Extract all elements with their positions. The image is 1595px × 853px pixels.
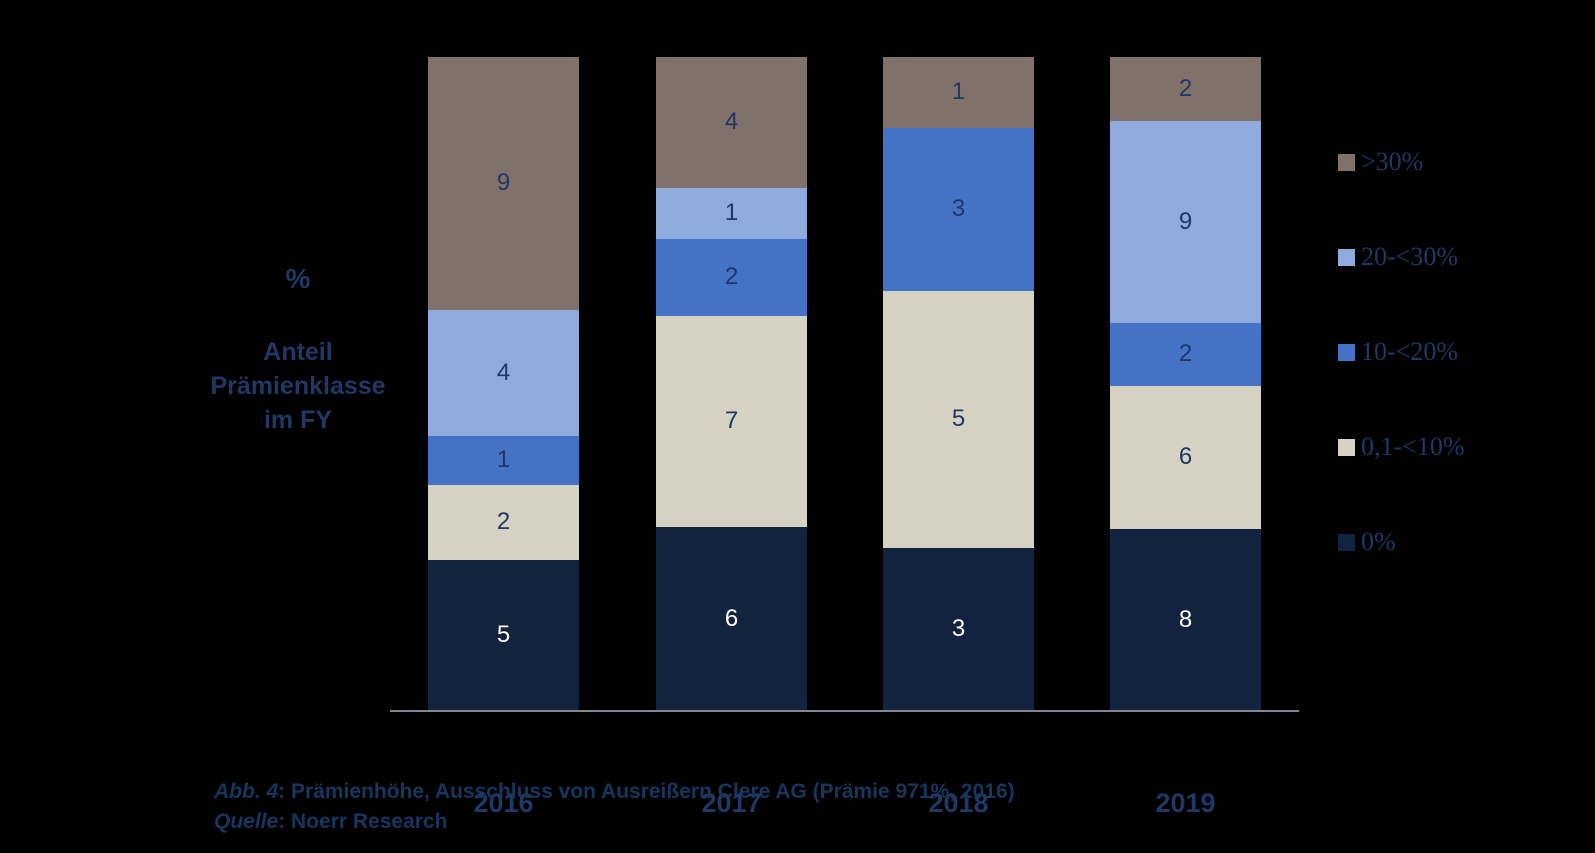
legend-label: 0% [1361,527,1396,556]
legend-swatch-icon [1338,248,1355,266]
segment-value-label: 5 [951,405,966,433]
y-axis-title-line: Prämienklasse [210,372,386,400]
segment-2016-0,1-<10%: 2 [428,485,579,560]
legend-item-10-<20%: 10-<20% [1338,337,1464,366]
caption-figure-label: Abb. 4 [214,780,279,803]
legend-item->30%: >30% [1338,147,1464,176]
caption-line-1: Abb. 4: Prämienhöhe, Ausschluss von Ausr… [214,777,1015,807]
segment-value-label: 1 [496,446,511,474]
segment-2018-0,1-<10%: 5 [883,291,1034,548]
segment-value-label: 6 [1178,443,1193,471]
segment-2018-10-<20%: 3 [883,127,1034,291]
segment-2019-10-<20%: 2 [1110,322,1261,387]
segment-2016-20-<30%: 4 [428,309,579,436]
y-axis-title-lines: Anteil Prämienklasse im FY [168,335,428,437]
legend-item-0,1-<10%: 0,1-<10% [1338,432,1465,461]
x-axis-tick-2017: 2017 [701,788,762,818]
segment-2019-0,1-<10%: 6 [1110,386,1261,529]
segment-value-label: 2 [1178,340,1193,368]
legend-label: 20-<30% [1361,242,1458,271]
x-axis-tick-2019: 2019 [1155,788,1216,818]
legend-swatch-icon [1338,533,1355,551]
segment-value-label: 6 [724,604,739,632]
segment-value-label: 3 [951,195,966,223]
y-axis-unit: % [285,263,311,294]
segment-2018-0%: 3 [883,547,1034,711]
segment-2017-0,1-<10%: 7 [656,315,807,527]
legend-swatch-icon [1338,343,1355,361]
bar-2017: 4 1 2 7 6 [656,57,807,712]
legend-swatch-icon [1338,438,1355,456]
segment-value-label: 3 [951,615,966,643]
y-axis-title-line: Anteil [263,338,333,366]
caption-source-label: Quelle [214,810,279,833]
segment-value-label: 2 [724,263,739,291]
segment-value-label: 7 [724,407,739,435]
x-axis-line [390,710,1299,712]
y-axis-title: % Anteil Prämienklasse im FY [168,263,428,437]
legend: >30% 20-<30% 10-<20% 0,1-<10% 0% [1338,147,1465,623]
segment-2019-0%: 8 [1110,528,1261,712]
segment-value-label: 4 [496,358,511,386]
segment-value-label: 2 [1178,74,1193,102]
legend-label: >30% [1361,147,1424,176]
caption-figure-text: : Prämienhöhe, Ausschluss von Ausreißern… [278,780,1015,803]
bar-2016: 9 4 1 2 5 [428,57,579,711]
segment-2017-10-<20%: 2 [656,238,807,316]
x-axis-tick-2018: 2018 [928,788,989,818]
caption-line-2: Quelle: Noerr Research [214,807,1015,837]
segment-value-label: 8 [1178,605,1193,633]
segment-value-label: 1 [724,199,739,227]
segment-value-label: 1 [951,78,966,106]
legend-item-20-<30%: 20-<30% [1338,242,1464,271]
segment-value-label: 5 [496,621,511,649]
segment-2017-20-<30%: 1 [656,187,807,239]
segment-2017->30%: 4 [656,57,807,188]
legend-label: 0,1-<10% [1361,432,1465,461]
legend-swatch-icon [1338,153,1355,171]
segment-2016->30%: 9 [428,57,579,310]
segment-2016-0%: 5 [428,559,579,711]
segment-2018->30%: 1 [883,57,1034,128]
segment-2016-10-<20%: 1 [428,435,579,485]
segment-value-label: 9 [496,169,511,197]
segment-value-label: 9 [1178,207,1193,235]
caption: Abb. 4: Prämienhöhe, Ausschluss von Ausr… [214,777,1015,837]
legend-item-0%: 0% [1338,527,1464,556]
segment-2019-20-<30%: 9 [1110,120,1261,323]
caption-source-text: : Noerr Research [278,810,448,833]
segment-value-label: 2 [496,508,511,536]
bar-2018: 1 3 5 3 [883,57,1034,711]
x-axis-tick-2016: 2016 [473,788,534,818]
segment-value-label: 4 [724,108,739,136]
legend-label: 10-<20% [1361,337,1458,366]
plot-area: 9 4 1 2 5 2016 4 1 2 7 6 2017 1 3 5 3 2018 2 9 2 6 8 2019 [428,57,1299,818]
segment-2019->30%: 2 [1110,57,1261,121]
segment-2017-0%: 6 [656,526,807,712]
bar-2019: 2 9 2 6 8 [1110,57,1261,712]
y-axis-title-line: im FY [263,406,333,434]
